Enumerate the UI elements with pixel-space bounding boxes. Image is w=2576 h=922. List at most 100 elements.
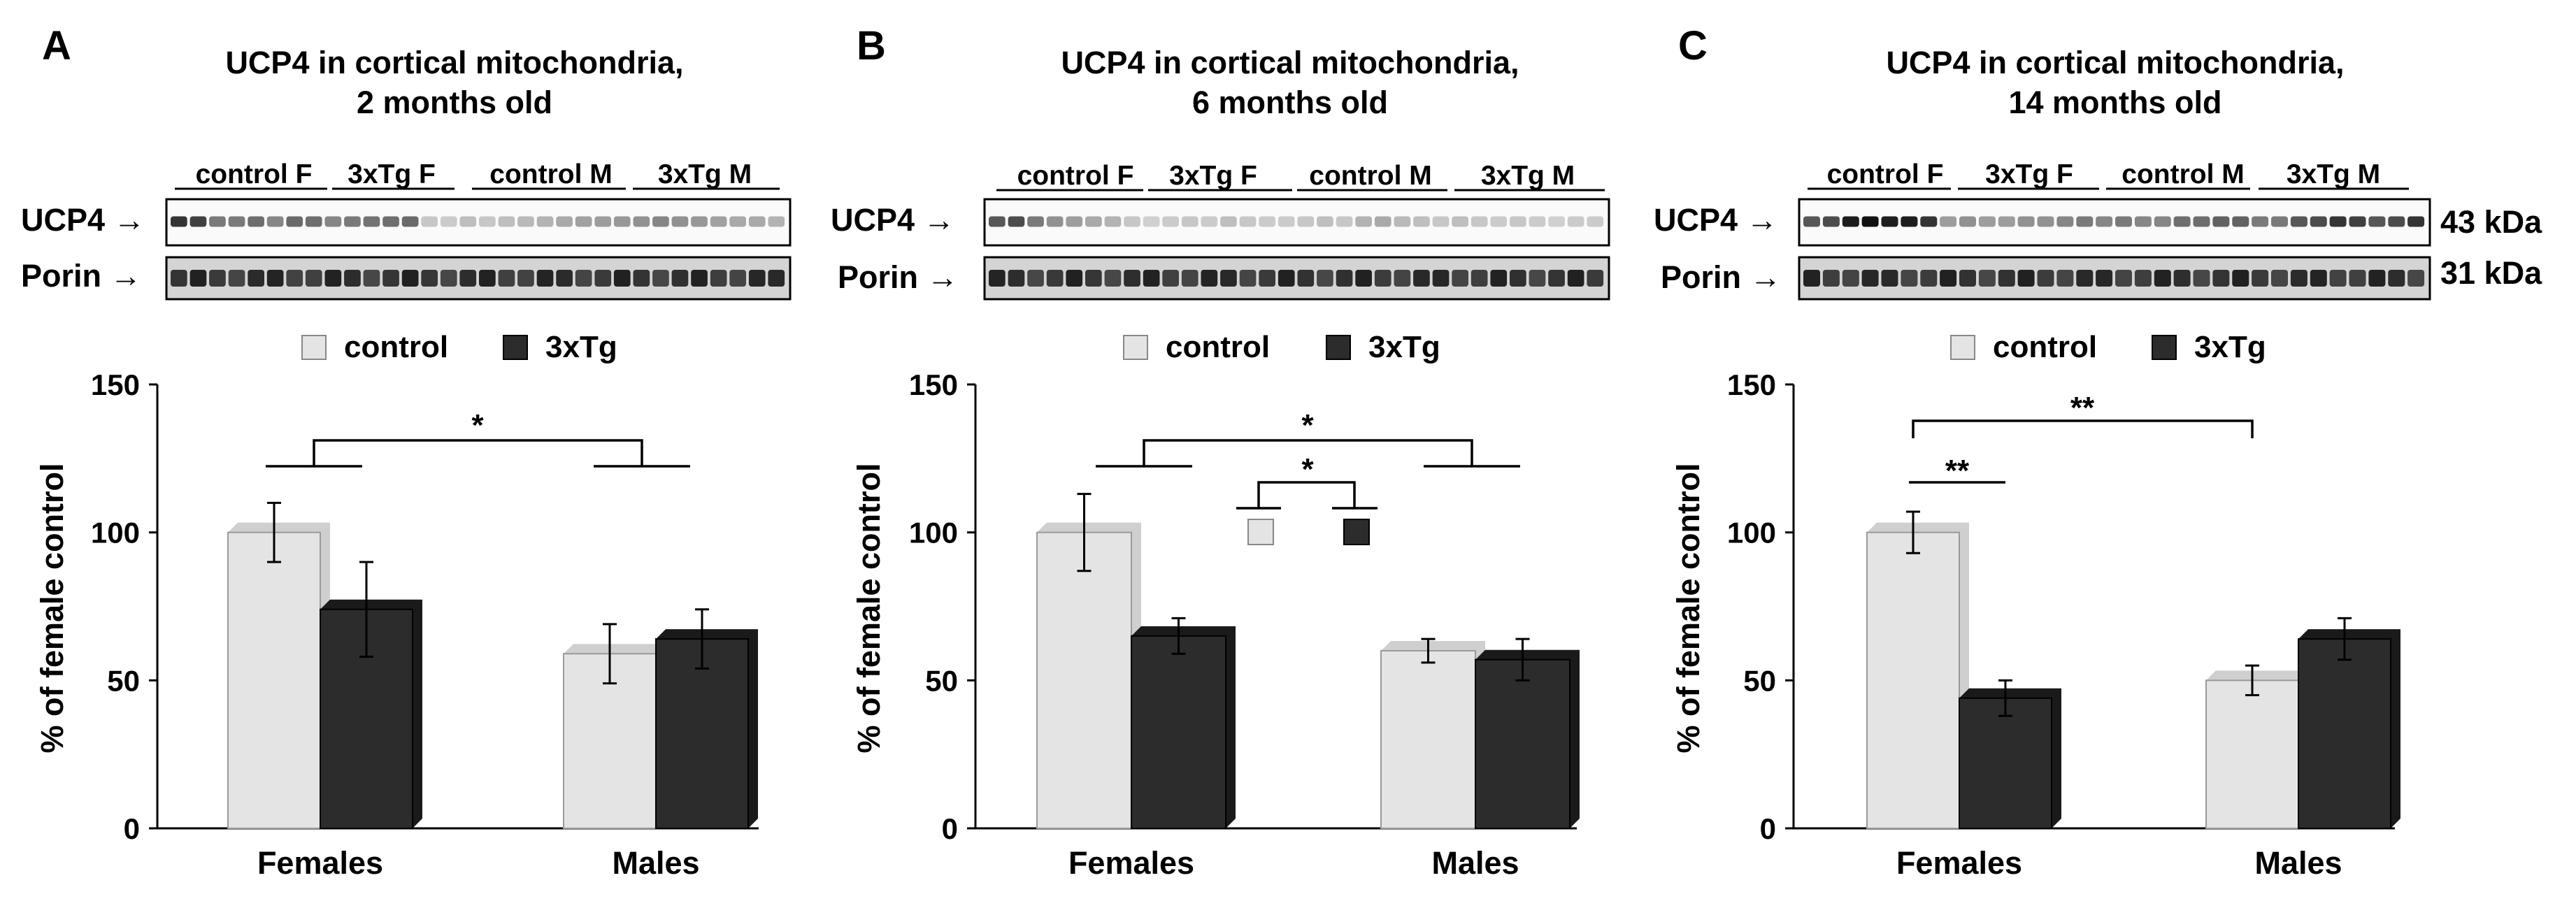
blot-band xyxy=(401,216,419,227)
y-tick-label: 0 xyxy=(942,812,958,845)
blot-band xyxy=(382,270,399,287)
blot-band xyxy=(1008,270,1025,287)
error-bar xyxy=(2338,617,2352,661)
blot-band xyxy=(2173,216,2191,227)
blot-band xyxy=(2193,270,2210,287)
blot-band xyxy=(1998,270,2015,287)
legend-swatch-3xtg xyxy=(1326,335,1351,360)
blot-band xyxy=(1587,216,1604,227)
blot-band xyxy=(1413,216,1430,227)
blot-band xyxy=(1066,216,1083,227)
blot-row-label-porin: Porin → xyxy=(838,259,959,295)
lane-group-label: control M xyxy=(489,159,612,189)
blot-band xyxy=(2212,270,2230,287)
blot-band xyxy=(1490,270,1508,287)
y-tick-label: 150 xyxy=(1727,368,1776,401)
blot-band xyxy=(2290,270,2307,287)
blot-band xyxy=(421,216,438,227)
error-bar xyxy=(1077,493,1092,572)
blot-band xyxy=(363,270,380,287)
error-bar xyxy=(603,623,617,685)
blot-band xyxy=(1529,216,1546,227)
significance-annotations: * * xyxy=(1096,408,1520,545)
blot-band xyxy=(2017,216,2035,227)
blot-band xyxy=(1842,270,1859,287)
y-tick-label: 0 xyxy=(1760,812,1776,845)
lane-group-label: control F xyxy=(1827,159,1944,189)
y-axis-label: % of female control xyxy=(851,463,887,753)
blot-band xyxy=(710,270,727,287)
lane-group-labels: control F 3xTg F control M 3xTg M xyxy=(175,159,780,190)
blot-band xyxy=(613,216,631,227)
lane-group-label: 3xTg M xyxy=(2287,159,2380,189)
blot-row-label-porin: Porin → xyxy=(21,258,142,294)
ucp4-blot-bands xyxy=(171,216,785,227)
blot-band xyxy=(1471,270,1488,287)
blot-band xyxy=(1822,270,1840,287)
blot-band xyxy=(189,216,207,227)
blot-band xyxy=(2290,216,2307,227)
blot-band xyxy=(2056,216,2074,227)
ucp4-blot-frame xyxy=(983,198,1610,247)
blot-band xyxy=(209,270,226,287)
blot-band xyxy=(2232,216,2249,227)
lane-group-label: control M xyxy=(2121,159,2244,189)
bar-chart-2-months: 0 50 100 150 % of female control Females Males xyxy=(34,368,759,881)
legend-swatch-control xyxy=(1950,335,1975,360)
blot-band xyxy=(1998,216,2015,227)
legend-label-control: control xyxy=(344,330,448,364)
x-category-label: Males xyxy=(1431,845,1519,881)
blot-band xyxy=(1803,270,1820,287)
blot-band xyxy=(2096,216,2113,227)
blot-band xyxy=(652,216,669,227)
blot-band xyxy=(1803,216,1820,227)
molecular-weight-ucp4: 43 kDa xyxy=(2440,204,2542,240)
legend-label-3xtg: 3xTg xyxy=(2194,330,2266,364)
lane-group-label: 3xTg M xyxy=(658,159,752,189)
error-bar xyxy=(1998,679,2012,717)
blot-band xyxy=(2096,270,2113,287)
error-bar xyxy=(1906,510,1920,554)
blot-band xyxy=(2329,270,2347,287)
blot-band xyxy=(1548,270,1565,287)
significance-stars: ** xyxy=(2070,391,2095,425)
blot-band xyxy=(2212,216,2230,227)
blot-band xyxy=(1374,216,1391,227)
y-tick-label: 100 xyxy=(1727,517,1776,549)
y-tick-label: 50 xyxy=(107,664,140,697)
significance-annotations: * xyxy=(266,408,690,468)
blot-band xyxy=(2252,216,2269,227)
blot-band xyxy=(1490,216,1508,227)
blot-band xyxy=(1432,216,1450,227)
blot-band xyxy=(324,270,342,287)
blot-band xyxy=(671,216,689,227)
blot-band xyxy=(1548,216,1565,227)
blot-band xyxy=(2037,270,2054,287)
blot-band xyxy=(401,270,419,287)
blot-band xyxy=(989,270,1006,287)
bar xyxy=(2205,679,2299,829)
lane-group-label: control F xyxy=(196,159,313,189)
blot-band xyxy=(1978,216,1996,227)
error-bar xyxy=(1515,638,1530,682)
blot-band xyxy=(1394,216,1411,227)
blot-band xyxy=(1881,216,1898,227)
legend-swatch-3xtg xyxy=(503,335,528,360)
blot-band xyxy=(1336,270,1353,287)
y-tick-label: 100 xyxy=(909,517,958,549)
blot-band xyxy=(459,270,477,287)
blot-band xyxy=(1881,270,1898,287)
blot-band xyxy=(1162,216,1179,227)
blot-band xyxy=(594,216,612,227)
blot-band xyxy=(1567,216,1584,227)
blot-band xyxy=(305,216,322,227)
blot-band xyxy=(1861,270,1879,287)
blot-band xyxy=(575,270,592,287)
blot-band xyxy=(613,270,631,287)
blot-band xyxy=(1085,270,1102,287)
blot-band xyxy=(1066,270,1083,287)
blot-band xyxy=(1394,270,1411,287)
blot-band xyxy=(1046,270,1064,287)
legend-label-control: control xyxy=(1993,330,2097,364)
x-category-label: Females xyxy=(1068,845,1194,881)
